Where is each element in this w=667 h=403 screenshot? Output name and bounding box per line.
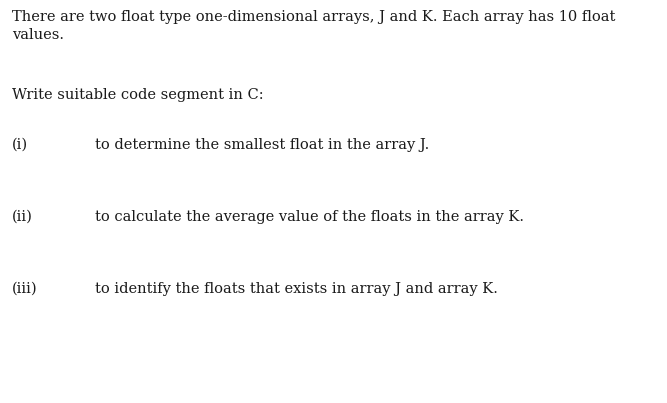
Text: (i): (i) [12, 138, 28, 152]
Text: (ii): (ii) [12, 210, 33, 224]
Text: (iii): (iii) [12, 282, 37, 296]
Text: to calculate the average value of the floats in the array K.: to calculate the average value of the fl… [95, 210, 524, 224]
Text: There are two float type one-dimensional arrays, J and K. Each array has 10 floa: There are two float type one-dimensional… [12, 10, 616, 24]
Text: to determine the smallest float in the array J.: to determine the smallest float in the a… [95, 138, 430, 152]
Text: to identify the floats that exists in array J and array K.: to identify the floats that exists in ar… [95, 282, 498, 296]
Text: values.: values. [12, 28, 64, 42]
Text: Write suitable code segment in C:: Write suitable code segment in C: [12, 88, 263, 102]
